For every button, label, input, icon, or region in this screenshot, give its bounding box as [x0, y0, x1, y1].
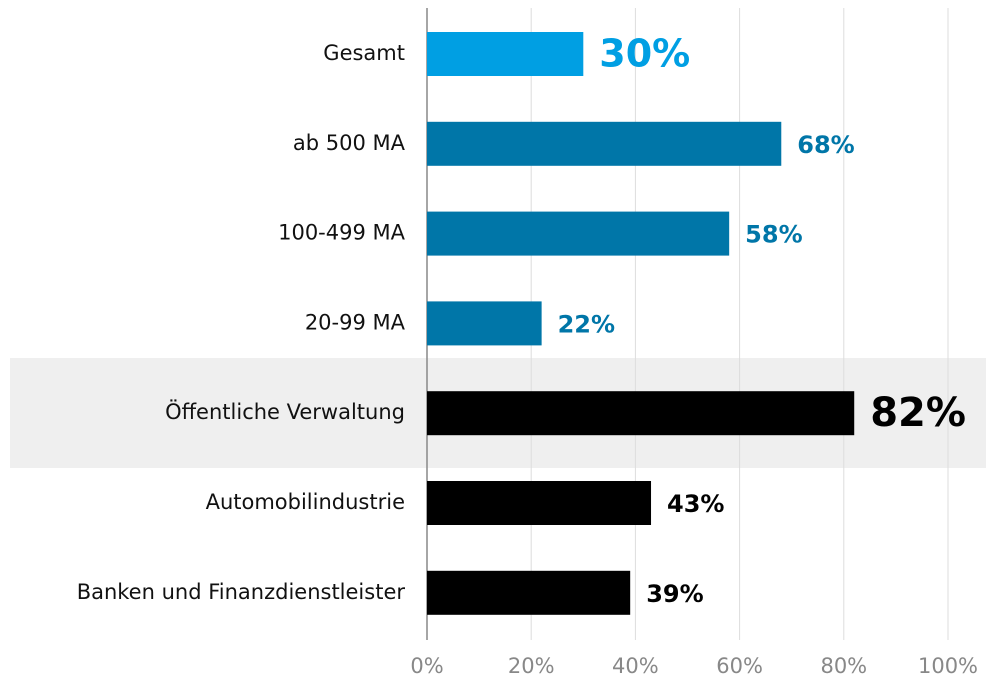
x-tick-label: 0% [410, 654, 443, 678]
value-label: 58% [745, 221, 802, 249]
value-label: 43% [667, 490, 724, 518]
value-label: 82% [870, 390, 966, 436]
bar [427, 301, 542, 346]
bar [427, 391, 855, 436]
x-tick-label: 60% [716, 654, 763, 678]
bar [427, 481, 652, 525]
value-label: 30% [599, 32, 690, 76]
x-tick-label: 40% [612, 654, 659, 678]
y-tick-label: Automobilindustrie [206, 490, 405, 514]
x-tick-label: 20% [508, 654, 555, 678]
value-label: 68% [797, 131, 854, 159]
bar [427, 32, 584, 76]
y-tick-label: Banken und Finanzdienstleister [77, 580, 406, 604]
bar [427, 570, 631, 615]
x-tick-label: 100% [918, 654, 978, 678]
value-label: 22% [558, 310, 615, 338]
y-tick-label: ab 500 MA [293, 131, 406, 155]
y-tick-label: 100-499 MA [278, 221, 406, 245]
value-label: 39% [646, 580, 703, 608]
bar [427, 211, 730, 256]
x-tick-label: 80% [820, 654, 867, 678]
y-tick-label: Gesamt [323, 41, 405, 65]
y-tick-label: Öffentliche Verwaltung [165, 399, 405, 424]
y-tick-label: 20-99 MA [305, 310, 406, 334]
bar [427, 121, 782, 166]
